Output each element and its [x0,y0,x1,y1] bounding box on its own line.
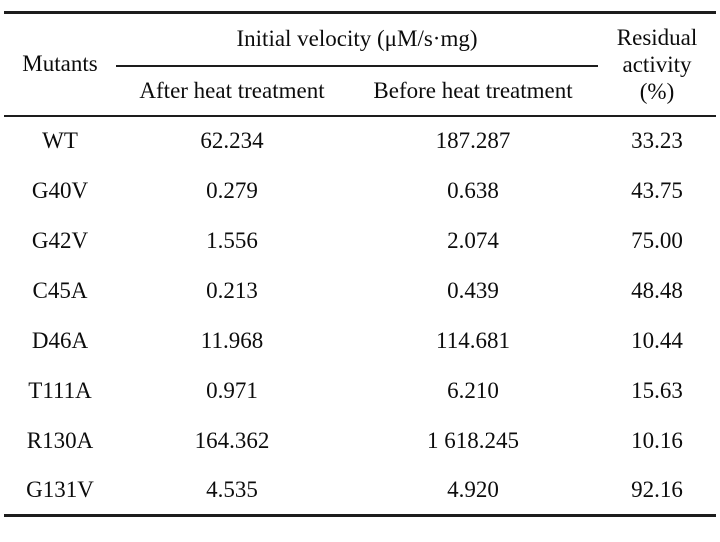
before-value: 187.287 [435,128,511,153]
after-value: 0.279 [206,177,258,203]
residual-value: 92.16 [631,476,683,502]
mutants-activity-table: Mutants Initial velocity (μM/s·mg) Resid… [4,11,717,517]
table-row: T111A 0.971 6.210 15.63 [4,366,716,416]
mutant-name: G40V [31,177,89,203]
header-row-sub: After heat treatment Before heat treatme… [4,65,716,117]
before-value: 4.920 [447,476,499,502]
after-value: 164.362 [194,427,270,453]
table-row: R130A 164.362 1 618.245 10.16 [4,416,716,466]
residual-value: 33.23 [631,128,683,153]
col-header-after-heat: After heat treatment [116,65,348,117]
table-row: G131V 4.535 4.920 92.16 [4,466,716,516]
before-value: 6.210 [447,377,499,403]
before-value: 2.074 [447,227,499,253]
after-value: 1.556 [206,227,258,253]
mutant-name: R130A [26,427,94,453]
table-row: WT 62.234 187.287 33.23 [4,116,716,166]
col-header-before-heat: Before heat treatment [348,65,599,117]
after-value: 4.535 [206,476,258,502]
table-row: G40V 0.279 0.638 43.75 [4,166,716,216]
after-value: 62.234 [200,128,264,153]
table-row: G42V 1.556 2.074 75.00 [4,216,716,266]
after-value: 0.971 [206,377,258,403]
mutant-name: WT [42,128,78,153]
residual-header-line: Residual [616,24,698,50]
table-row: C45A 0.213 0.439 48.48 [4,266,716,316]
before-value: 1 618.245 [427,427,519,453]
residual-value: 15.63 [631,377,683,403]
residual-value: 43.75 [631,177,683,203]
col-header-mutants: Mutants [4,12,116,117]
mutant-name: C45A [32,277,88,303]
residual-value: 10.44 [631,327,683,353]
residual-header-line: activity [622,51,692,77]
after-value: 11.968 [200,327,264,353]
residual-value: 10.16 [631,427,683,453]
col-header-residual-activity: Residual activity (%) [598,12,717,117]
residual-value: 48.48 [631,277,683,303]
mutant-name: G42V [31,227,89,253]
header-row-group: Mutants Initial velocity (μM/s·mg) Resid… [4,12,717,117]
mutant-name: T111A [28,377,92,403]
before-value: 0.638 [447,177,499,203]
before-value: 114.681 [436,327,510,353]
mutant-name: D46A [31,327,89,353]
table-row: D46A 11.968 114.681 10.44 [4,316,716,366]
before-value: 0.439 [447,277,499,303]
residual-header-line: (%) [639,78,675,104]
mutant-name: G131V [26,476,94,502]
after-value: 0.213 [206,277,258,303]
col-header-initial-velocity: Initial velocity (μM/s·mg) [116,12,599,67]
residual-value: 75.00 [631,227,683,253]
